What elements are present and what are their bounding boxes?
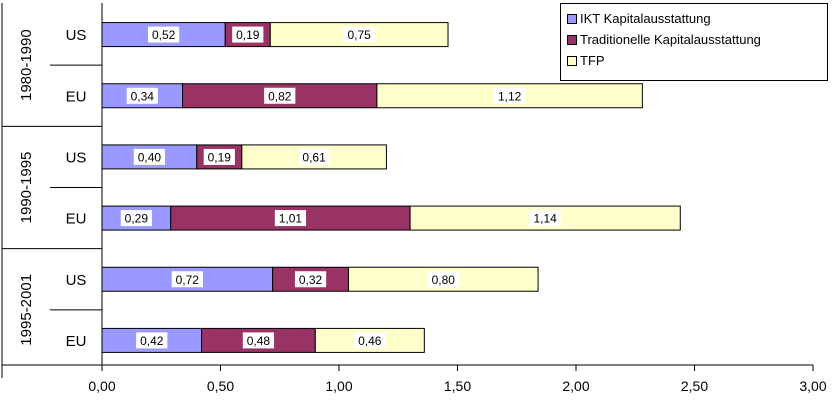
x-tick-label: 0,50 <box>207 378 234 394</box>
legend-swatch-tfp <box>567 55 577 66</box>
data-label-bg <box>529 210 561 227</box>
data-label-bg <box>343 26 375 43</box>
data-label: 1,14 <box>534 212 558 226</box>
data-label: 1,01 <box>279 212 303 226</box>
data-label: 0,52 <box>152 28 176 42</box>
data-label-bg <box>136 332 168 349</box>
x-tick-label: 0,00 <box>88 378 115 394</box>
category-label: EU <box>66 211 87 228</box>
legend-swatch-ikt <box>567 13 577 24</box>
data-label: 0,72 <box>176 273 200 287</box>
data-label-bg <box>294 271 327 288</box>
category-label: US <box>66 27 87 44</box>
data-label: 0,29 <box>125 212 149 226</box>
data-label: 0,42 <box>140 334 164 348</box>
data-label-bg <box>232 26 264 43</box>
legend: IKT Kapitalausstattung Traditionelle Kap… <box>560 3 828 81</box>
data-label-bg <box>354 332 386 349</box>
data-label-bg <box>298 148 330 165</box>
legend-label-tfp: TFP <box>580 53 605 68</box>
data-label-bg <box>494 87 526 104</box>
data-label: 0,61 <box>302 150 326 164</box>
data-label-bg <box>148 26 180 43</box>
group-label: 1995-2001 <box>18 274 35 346</box>
data-label-bg <box>171 271 203 288</box>
data-label: 0,75 <box>347 28 371 42</box>
legend-swatch-traditionelle <box>567 34 577 45</box>
data-label: 1,12 <box>498 89 522 103</box>
legend-label-ikt: IKT Kapitalausstattung <box>580 11 711 26</box>
data-label-bg <box>133 148 165 165</box>
category-label: EU <box>66 88 87 105</box>
data-label-bg <box>203 148 235 165</box>
legend-item-traditionelle: Traditionelle Kapitalausstattung <box>567 29 827 50</box>
data-label: 0,19 <box>208 150 232 164</box>
category-label: EU <box>66 333 87 350</box>
data-label: 0,32 <box>299 273 323 287</box>
data-label: 0,40 <box>138 150 162 164</box>
x-tick-label: 3,00 <box>799 378 826 394</box>
group-label: 1980-1990 <box>18 29 35 101</box>
x-tick-label: 1,50 <box>444 378 471 394</box>
data-label-bg <box>120 210 152 227</box>
data-label: 0,80 <box>432 273 456 287</box>
data-label: 0,82 <box>268 89 292 103</box>
legend-label-traditionelle: Traditionelle Kapitalausstattung <box>580 32 761 47</box>
data-label-bg <box>242 332 275 349</box>
data-label-bg <box>264 87 296 104</box>
x-tick-label: 2,50 <box>681 378 708 394</box>
x-tick-label: 1,00 <box>325 378 352 394</box>
category-label: US <box>66 272 87 289</box>
category-label: US <box>66 149 87 166</box>
data-label-bg <box>427 271 459 288</box>
group-label: 1990-1995 <box>18 152 35 224</box>
data-label-bg <box>274 210 307 227</box>
x-tick-label: 2,00 <box>562 378 589 394</box>
data-label: 0,19 <box>236 28 260 42</box>
data-label: 0,34 <box>131 89 155 103</box>
data-label: 0,46 <box>358 334 382 348</box>
legend-item-ikt: IKT Kapitalausstattung <box>567 8 827 29</box>
data-label: 0,48 <box>247 334 271 348</box>
data-label-bg <box>126 87 158 104</box>
legend-item-tfp: TFP <box>567 50 827 71</box>
